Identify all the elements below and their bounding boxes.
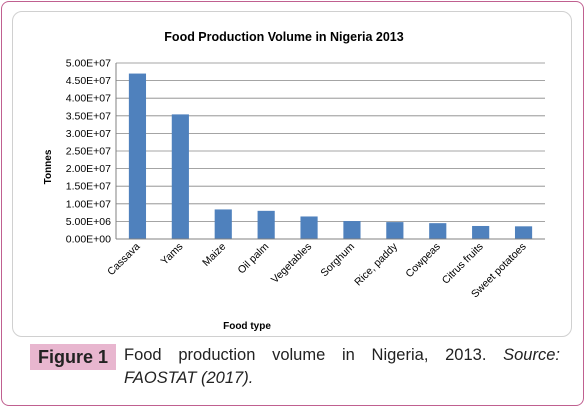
y-tick-label: 4.50E+07	[66, 75, 111, 87]
x-tick-label: Vegetables	[269, 241, 314, 286]
y-tick-label: 5.00E+07	[66, 58, 111, 70]
bar-chart: Food Production Volume in Nigeria 2013 T…	[43, 30, 545, 332]
figure-caption: Figure 1 Food production volume in Niger…	[30, 344, 560, 388]
x-axis-label: Food type	[223, 321, 271, 332]
y-tick-label: 5.00E+06	[66, 216, 111, 228]
caption-text-block: Food production volume in Nigeria, 2013.…	[124, 344, 560, 390]
y-tick-label: 2.50E+07	[66, 146, 111, 158]
caption-text: Food production volume in Nigeria, 2013.	[124, 346, 487, 364]
y-tick-label: 2.00E+07	[66, 163, 111, 175]
bar	[386, 222, 404, 239]
bar	[300, 216, 318, 239]
y-tick-label: 1.00E+07	[66, 198, 111, 210]
y-tick-labels: 0.00E+00 5.00E+06 1.00E+07 1.50E+07 2.00E+07…	[66, 58, 111, 246]
x-tick-label: Sorghum	[318, 240, 357, 279]
figure-label: Figure 1	[30, 344, 117, 370]
bar	[214, 209, 232, 239]
bar	[343, 221, 361, 239]
x-tick-label: Cowpeas	[403, 241, 442, 280]
x-tick-label: Cassava	[105, 241, 142, 278]
chart-container: Food Production Volume in Nigeria 2013 T…	[12, 11, 572, 337]
x-tick-label: Yams	[159, 241, 186, 268]
y-tick-label: 3.50E+07	[66, 110, 111, 122]
caption-source: Source: FAOSTAT (2017).	[124, 346, 560, 387]
bar	[472, 225, 490, 239]
bar	[257, 210, 275, 239]
bar	[171, 114, 189, 239]
y-axis-label: Tonnes	[43, 149, 54, 184]
chart-title: Food Production Volume in Nigeria 2013	[164, 30, 403, 44]
bar	[514, 226, 533, 239]
y-tick-label: 0.00E+00	[66, 234, 111, 246]
x-tick-label: Oil palm	[236, 240, 272, 276]
x-tick-label: Maize	[200, 241, 228, 269]
bar	[128, 73, 147, 239]
y-tick-label: 4.00E+07	[66, 93, 111, 105]
y-tick-label: 1.50E+07	[66, 181, 111, 193]
bar	[429, 223, 447, 239]
x-tick-label: Rice, paddy	[352, 240, 400, 288]
y-tick-label: 3.00E+07	[66, 128, 111, 140]
bars	[128, 73, 533, 239]
x-tick-label: Citrus fruits	[440, 241, 486, 287]
